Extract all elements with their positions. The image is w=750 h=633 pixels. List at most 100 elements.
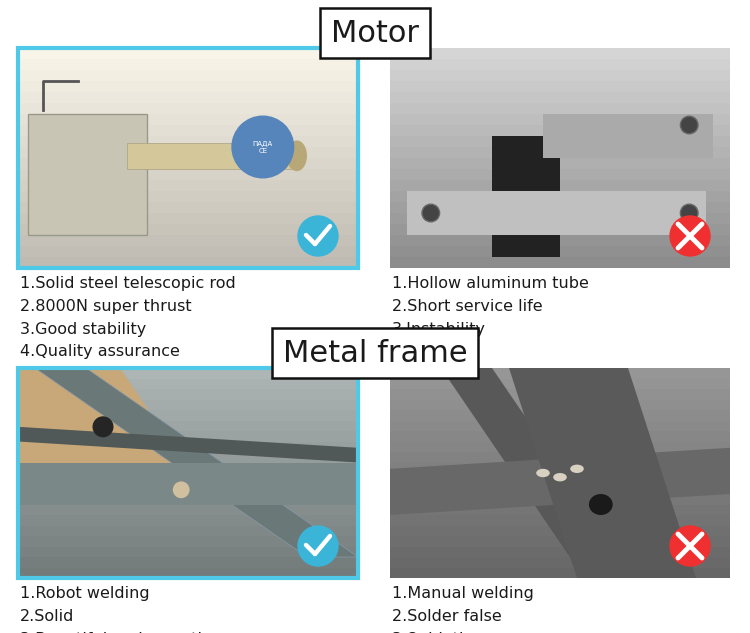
Bar xyxy=(390,431,730,441)
Bar xyxy=(28,114,147,235)
Bar xyxy=(18,494,358,505)
Bar xyxy=(18,473,358,484)
Bar xyxy=(390,169,730,180)
Bar xyxy=(390,235,730,246)
Text: Motor: Motor xyxy=(331,18,419,47)
Ellipse shape xyxy=(570,465,584,473)
Text: ПАДА
CE: ПАДА CE xyxy=(253,141,273,154)
Bar xyxy=(390,191,730,202)
Bar xyxy=(18,420,358,431)
Circle shape xyxy=(422,204,439,222)
Bar xyxy=(390,180,730,191)
Bar xyxy=(18,379,358,389)
Bar xyxy=(18,158,358,169)
Circle shape xyxy=(232,116,293,178)
Polygon shape xyxy=(441,368,628,568)
Bar xyxy=(390,410,730,420)
Polygon shape xyxy=(18,368,205,494)
Bar xyxy=(390,546,730,557)
Bar xyxy=(390,389,730,399)
Bar xyxy=(390,494,730,505)
Polygon shape xyxy=(18,463,358,505)
Bar xyxy=(18,463,358,473)
Bar xyxy=(18,257,358,268)
Bar xyxy=(18,525,358,536)
Circle shape xyxy=(172,482,190,498)
Text: 1.Hollow aluminum tube
2.Short service life
3.Instability
4.Unsafe: 1.Hollow aluminum tube 2.Short service l… xyxy=(392,276,589,360)
Bar xyxy=(390,59,730,70)
Bar xyxy=(390,136,730,147)
Bar xyxy=(18,224,358,235)
Text: 1.Solid steel telescopic rod
2.8000N super thrust
3.Good stability
4.Quality ass: 1.Solid steel telescopic rod 2.8000N sup… xyxy=(20,276,235,360)
Bar xyxy=(18,368,358,379)
Circle shape xyxy=(680,204,698,222)
Bar xyxy=(390,505,730,515)
Bar xyxy=(18,213,358,224)
Bar xyxy=(390,368,730,578)
Bar xyxy=(18,484,358,494)
Bar xyxy=(390,158,730,169)
Circle shape xyxy=(680,116,698,134)
Bar xyxy=(18,103,358,114)
Bar xyxy=(18,70,358,81)
Bar xyxy=(18,202,358,213)
Bar xyxy=(390,48,730,59)
Bar xyxy=(18,515,358,525)
Ellipse shape xyxy=(589,494,613,515)
Bar xyxy=(492,136,560,257)
Bar xyxy=(390,525,730,536)
Text: 1.Manual welding
2.Solder false
3.Oxidation
4.Brittle fracture: 1.Manual welding 2.Solder false 3.Oxidat… xyxy=(392,586,534,633)
Bar xyxy=(18,169,358,180)
Bar xyxy=(390,568,730,578)
Circle shape xyxy=(670,216,710,256)
Ellipse shape xyxy=(554,473,567,482)
Circle shape xyxy=(670,526,710,566)
Polygon shape xyxy=(35,368,358,557)
Bar xyxy=(390,202,730,213)
Bar xyxy=(18,557,358,568)
Ellipse shape xyxy=(536,469,550,477)
Bar xyxy=(18,546,358,557)
Bar xyxy=(18,368,358,578)
Bar xyxy=(390,473,730,484)
Bar xyxy=(390,463,730,473)
Bar xyxy=(18,399,358,410)
Polygon shape xyxy=(390,448,730,515)
Bar xyxy=(18,48,358,268)
Bar xyxy=(390,125,730,136)
Bar xyxy=(18,568,358,578)
Bar xyxy=(390,368,730,379)
Bar xyxy=(18,368,358,578)
Text: 1.Robot welding
2.Solid
3.Beautiful and smooth
4.Standardization: 1.Robot welding 2.Solid 3.Beautiful and … xyxy=(20,586,208,633)
Polygon shape xyxy=(509,368,696,578)
Bar xyxy=(18,536,358,546)
Bar xyxy=(18,505,358,515)
Polygon shape xyxy=(18,427,358,463)
Bar xyxy=(390,103,730,114)
Bar xyxy=(543,114,713,158)
Circle shape xyxy=(298,526,338,566)
Bar xyxy=(18,191,358,202)
Bar xyxy=(390,452,730,463)
Bar xyxy=(18,452,358,463)
Bar xyxy=(18,431,358,441)
Text: Metal frame: Metal frame xyxy=(283,339,467,368)
Circle shape xyxy=(92,417,113,437)
Bar xyxy=(18,147,358,158)
Bar xyxy=(18,81,358,92)
Bar xyxy=(18,441,358,452)
Bar xyxy=(18,92,358,103)
Bar xyxy=(18,48,358,59)
Bar xyxy=(390,441,730,452)
Bar xyxy=(390,92,730,103)
Bar xyxy=(390,399,730,410)
Bar xyxy=(390,515,730,525)
Bar xyxy=(18,48,358,268)
Bar xyxy=(390,379,730,389)
Bar xyxy=(390,213,730,224)
Bar xyxy=(18,235,358,246)
Bar xyxy=(18,410,358,420)
Bar xyxy=(18,389,358,399)
Ellipse shape xyxy=(286,141,307,171)
Bar xyxy=(407,191,706,235)
